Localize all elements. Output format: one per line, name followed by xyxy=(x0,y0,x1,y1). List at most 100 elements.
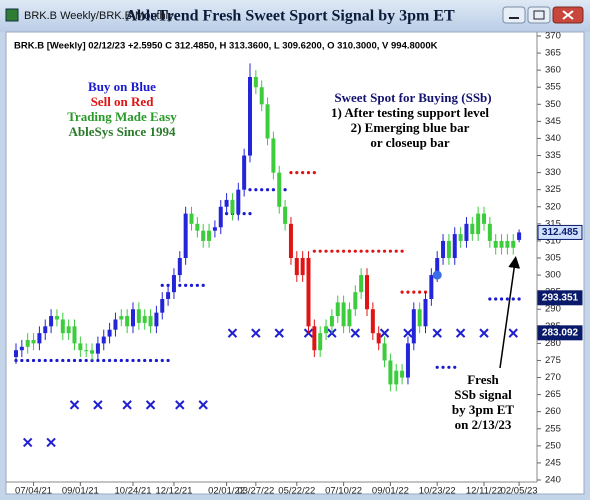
candle-body xyxy=(423,298,428,327)
support-dot xyxy=(195,283,199,287)
support-dot xyxy=(312,249,316,253)
candle-body xyxy=(54,316,59,320)
y-tick-label: 355 xyxy=(545,82,561,93)
signal-arrow xyxy=(499,256,521,369)
candle-body xyxy=(294,258,299,276)
x-tick-label: 10/23/22 xyxy=(419,486,456,497)
candle-body xyxy=(259,87,264,105)
y-tick-label: 335 xyxy=(545,150,561,161)
support-dot xyxy=(517,297,521,301)
support-dot xyxy=(511,297,515,301)
window-buttons[interactable] xyxy=(502,6,584,24)
x-marker xyxy=(350,328,361,338)
candle-body xyxy=(19,346,24,351)
candle-body xyxy=(49,316,54,327)
support-dot xyxy=(365,249,369,253)
candle-body xyxy=(511,240,516,248)
candle-body xyxy=(318,333,323,351)
support-dot xyxy=(301,171,305,175)
candle-body xyxy=(452,234,457,258)
annotation: Sell on Red xyxy=(91,94,155,109)
y-tick-label: 275 xyxy=(545,355,561,366)
candle-body xyxy=(470,223,475,235)
candle-body xyxy=(517,232,522,240)
annotation: Trading Made Easy xyxy=(67,109,177,124)
app-icon xyxy=(5,8,19,22)
annotation: SSb signal xyxy=(454,387,512,402)
support-dot xyxy=(160,283,164,287)
support-dot xyxy=(494,297,498,301)
support-dot xyxy=(254,188,258,192)
window-title: BRK.B Weekly/BRK.B Monthly xyxy=(24,10,174,22)
support-dot xyxy=(353,249,357,253)
candle-body xyxy=(66,326,71,334)
x-tick-label: 03/27/22 xyxy=(237,486,274,497)
candle-body xyxy=(207,230,212,241)
candle-body xyxy=(446,240,451,258)
price-label: 312.485 xyxy=(542,227,579,238)
x-tick-label: 10/24/21 xyxy=(115,486,152,497)
candle-body xyxy=(435,258,440,276)
close-glyph xyxy=(562,10,574,20)
y-tick-label: 270 xyxy=(545,372,561,383)
x-tick-label: 07/10/22 xyxy=(325,486,362,497)
annotation: AbleSys Since 1994 xyxy=(69,124,176,139)
x-marker xyxy=(274,328,284,338)
plot: 2402452502552602652702752802852902953003… xyxy=(14,31,583,497)
y-tick-label: 350 xyxy=(545,99,561,110)
support-dot xyxy=(400,249,404,253)
support-dot xyxy=(119,358,123,363)
support-dot xyxy=(43,358,47,363)
x-marker xyxy=(227,328,238,338)
candle-body xyxy=(101,336,106,344)
support-dot xyxy=(400,290,404,294)
support-dot xyxy=(324,249,328,253)
x-marker xyxy=(455,328,466,338)
annotations: Buy on Blue Sell on Red Trading Made Eas… xyxy=(67,79,514,432)
support-dot xyxy=(131,358,135,363)
support-dot xyxy=(189,283,194,287)
support-dot xyxy=(377,249,381,253)
x-marker xyxy=(508,328,518,338)
x-tick-label: 09/01/22 xyxy=(372,486,409,497)
annotation: by 3pm ET xyxy=(452,402,514,417)
x-marker xyxy=(93,400,103,410)
price-label: 293.351 xyxy=(542,292,579,303)
candle-body xyxy=(14,350,18,358)
candle-body xyxy=(142,316,147,323)
candle-body xyxy=(441,240,446,258)
candle-body xyxy=(482,213,486,224)
support-dot xyxy=(113,358,118,363)
candle-body xyxy=(464,223,469,241)
support-dot xyxy=(347,249,352,253)
maximize-button[interactable] xyxy=(527,6,551,24)
y-tick-label: 370 xyxy=(545,31,561,42)
y-tick-label: 325 xyxy=(545,184,561,195)
candle-body xyxy=(382,343,387,361)
support-dot xyxy=(488,297,492,301)
support-dot xyxy=(37,358,42,363)
candle-body xyxy=(400,370,405,378)
candle-body xyxy=(230,199,235,214)
x-tick-label: 05/22/22 xyxy=(278,486,315,497)
y-tick-label: 245 xyxy=(545,457,561,468)
x-tick-label: 02/01/22 xyxy=(208,486,245,497)
support-dot xyxy=(394,249,398,253)
support-dot xyxy=(453,365,457,369)
x-tick-label: 02/05/23 xyxy=(501,486,538,497)
price-label-box xyxy=(537,224,583,240)
candle-body xyxy=(353,292,358,310)
candle-body xyxy=(370,309,375,334)
support-dot xyxy=(318,249,322,253)
minimize-button[interactable] xyxy=(502,6,526,24)
support-dot xyxy=(336,249,340,253)
support-dot xyxy=(154,358,158,363)
candle-body xyxy=(365,275,369,310)
support-dot xyxy=(166,358,170,363)
candle-body xyxy=(376,333,381,344)
x-marker xyxy=(479,328,489,338)
support-dot xyxy=(178,283,182,287)
support-dot xyxy=(148,358,153,363)
